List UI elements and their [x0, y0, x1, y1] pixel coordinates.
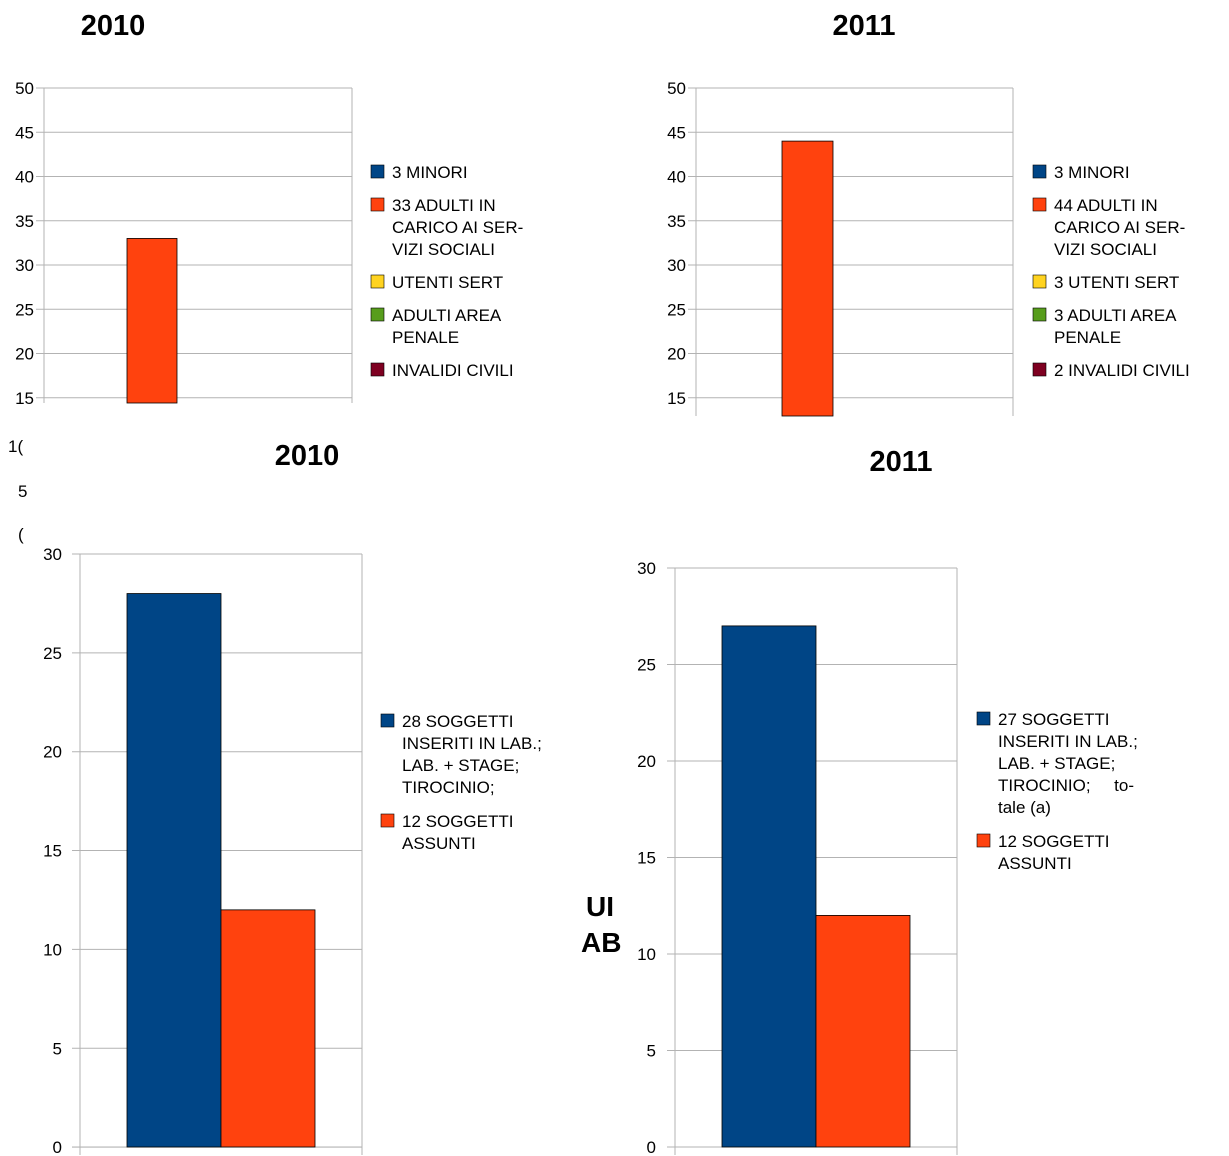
- legend-swatch: [1032, 362, 1047, 377]
- legend-label: 3 MINORI: [392, 163, 468, 182]
- chart-2010-inserimenti: 2010 0 5 10 15 20 25 30 28 SOGGETTI INSERITI IN L…: [43, 440, 542, 1156]
- y-tick-label: 50: [667, 79, 686, 98]
- fragment-left-2: 5: [18, 482, 27, 501]
- y-tick-label: 30: [667, 256, 686, 275]
- legend-label: CARICO AI SER-: [392, 218, 523, 237]
- legend-label: 3 MINORI: [1054, 163, 1130, 182]
- legend-label: LAB. + STAGE;: [402, 756, 519, 775]
- legend-swatch: [1032, 197, 1047, 212]
- legend-label: TIROCINIO;: [402, 778, 495, 797]
- legend-label: 27 SOGGETTI: [998, 710, 1109, 729]
- legend-swatch: [976, 833, 991, 848]
- y-tick-label: 35: [667, 212, 686, 231]
- y-tick-label: 40: [667, 168, 686, 187]
- y-tick-label: 15: [43, 842, 62, 861]
- legend-label: ASSUNTI: [998, 854, 1072, 873]
- bar: [126, 238, 178, 404]
- chart-title: 2010: [275, 440, 340, 472]
- chart-2010-categories: 2010 15 20 25 30 35 40 45 50 3 MINORI 33 ADULTI IN…: [15, 10, 523, 408]
- legend-label: 44 ADULTI IN: [1054, 196, 1158, 215]
- bar: [126, 593, 222, 1148]
- chart-title: 2010: [81, 10, 146, 42]
- legend-label: INSERITI IN LAB.;: [402, 734, 542, 753]
- y-tick-label: 20: [15, 345, 34, 364]
- legend-label: INSERITI IN LAB.;: [998, 732, 1138, 751]
- legend-label: 2 INVALIDI CIVILI: [1054, 361, 1190, 380]
- legend-label: LAB. + STAGE;: [998, 754, 1115, 773]
- legend-label: INVALIDI CIVILI: [392, 361, 514, 380]
- legend-label: 12 SOGGETTI: [998, 832, 1109, 851]
- y-tick-label: 30: [43, 545, 62, 564]
- legend-label: VIZI SOCIALI: [392, 240, 495, 259]
- legend-swatch: [1032, 164, 1047, 179]
- legend-label: TIROCINIO; to-: [998, 776, 1134, 795]
- y-tick-label: 25: [667, 300, 686, 319]
- legend-swatch: [976, 711, 991, 726]
- bar: [815, 915, 911, 1148]
- legend-label: ASSUNTI: [402, 834, 476, 853]
- legend-swatch: [370, 307, 385, 322]
- legend-label: ADULTI AREA: [392, 306, 502, 325]
- fragment-mid-1: UI: [586, 891, 614, 922]
- legend-swatch: [370, 274, 385, 289]
- chart-2011-categories: 2011 15 20 25 30 35 40 45 50 3 MINORI 44 ADULTI IN…: [667, 10, 1190, 417]
- legend-label: 12 SOGGETTI: [402, 812, 513, 831]
- fragment-mid-2: AB: [581, 927, 621, 958]
- y-tick-label: 35: [15, 212, 34, 231]
- y-tick-label: 0: [53, 1138, 62, 1156]
- y-tick-label: 20: [637, 752, 656, 771]
- legend-swatch: [1032, 274, 1047, 289]
- y-tick-label: 25: [637, 656, 656, 675]
- legend-swatch: [370, 197, 385, 212]
- legend-label: 3 UTENTI SERT: [1054, 273, 1179, 292]
- y-tick-label: 15: [15, 389, 34, 408]
- fragment-left-1: 1(: [8, 437, 23, 456]
- legend-label: VIZI SOCIALI: [1054, 240, 1157, 259]
- legend-label: tale (a): [998, 798, 1051, 817]
- chart-2011-inserimenti: 2011 0 5 10 15 20 25 30 27 SOGGETTI INSERITI IN L…: [637, 446, 1138, 1156]
- y-tick-label: 50: [15, 79, 34, 98]
- y-tick-label: 45: [15, 123, 34, 142]
- y-tick-label: 0: [647, 1138, 656, 1156]
- y-tick-label: 40: [15, 168, 34, 187]
- legend-label: CARICO AI SER-: [1054, 218, 1185, 237]
- legend-label: 33 ADULTI IN: [392, 196, 496, 215]
- y-tick-label: 5: [647, 1042, 656, 1061]
- legend-label: PENALE: [392, 328, 459, 347]
- legend-label: PENALE: [1054, 328, 1121, 347]
- y-tick-label: 10: [43, 940, 62, 959]
- y-tick-label: 15: [667, 389, 686, 408]
- y-tick-label: 45: [667, 123, 686, 142]
- legend-swatch: [380, 813, 395, 828]
- fragment-left-3: (: [18, 525, 24, 544]
- y-tick-label: 25: [43, 644, 62, 663]
- y-tick-label: 30: [15, 256, 34, 275]
- chart-title: 2011: [870, 446, 933, 478]
- y-tick-label: 25: [15, 300, 34, 319]
- y-tick-label: 20: [667, 345, 686, 364]
- y-tick-label: 5: [53, 1039, 62, 1058]
- bar: [721, 625, 817, 1148]
- legend-label: 28 SOGGETTI: [402, 712, 513, 731]
- legend-swatch: [370, 164, 385, 179]
- legend-swatch: [1032, 307, 1047, 322]
- legend-swatch: [380, 713, 395, 728]
- y-tick-label: 20: [43, 743, 62, 762]
- legend-label: 3 ADULTI AREA: [1054, 306, 1177, 325]
- bar: [220, 909, 316, 1148]
- y-tick-label: 10: [637, 945, 656, 964]
- bar: [781, 140, 834, 417]
- y-tick-label: 15: [637, 849, 656, 868]
- legend-label: UTENTI SERT: [392, 273, 503, 292]
- chart-title: 2011: [833, 10, 896, 42]
- legend-swatch: [370, 362, 385, 377]
- y-tick-label: 30: [637, 559, 656, 578]
